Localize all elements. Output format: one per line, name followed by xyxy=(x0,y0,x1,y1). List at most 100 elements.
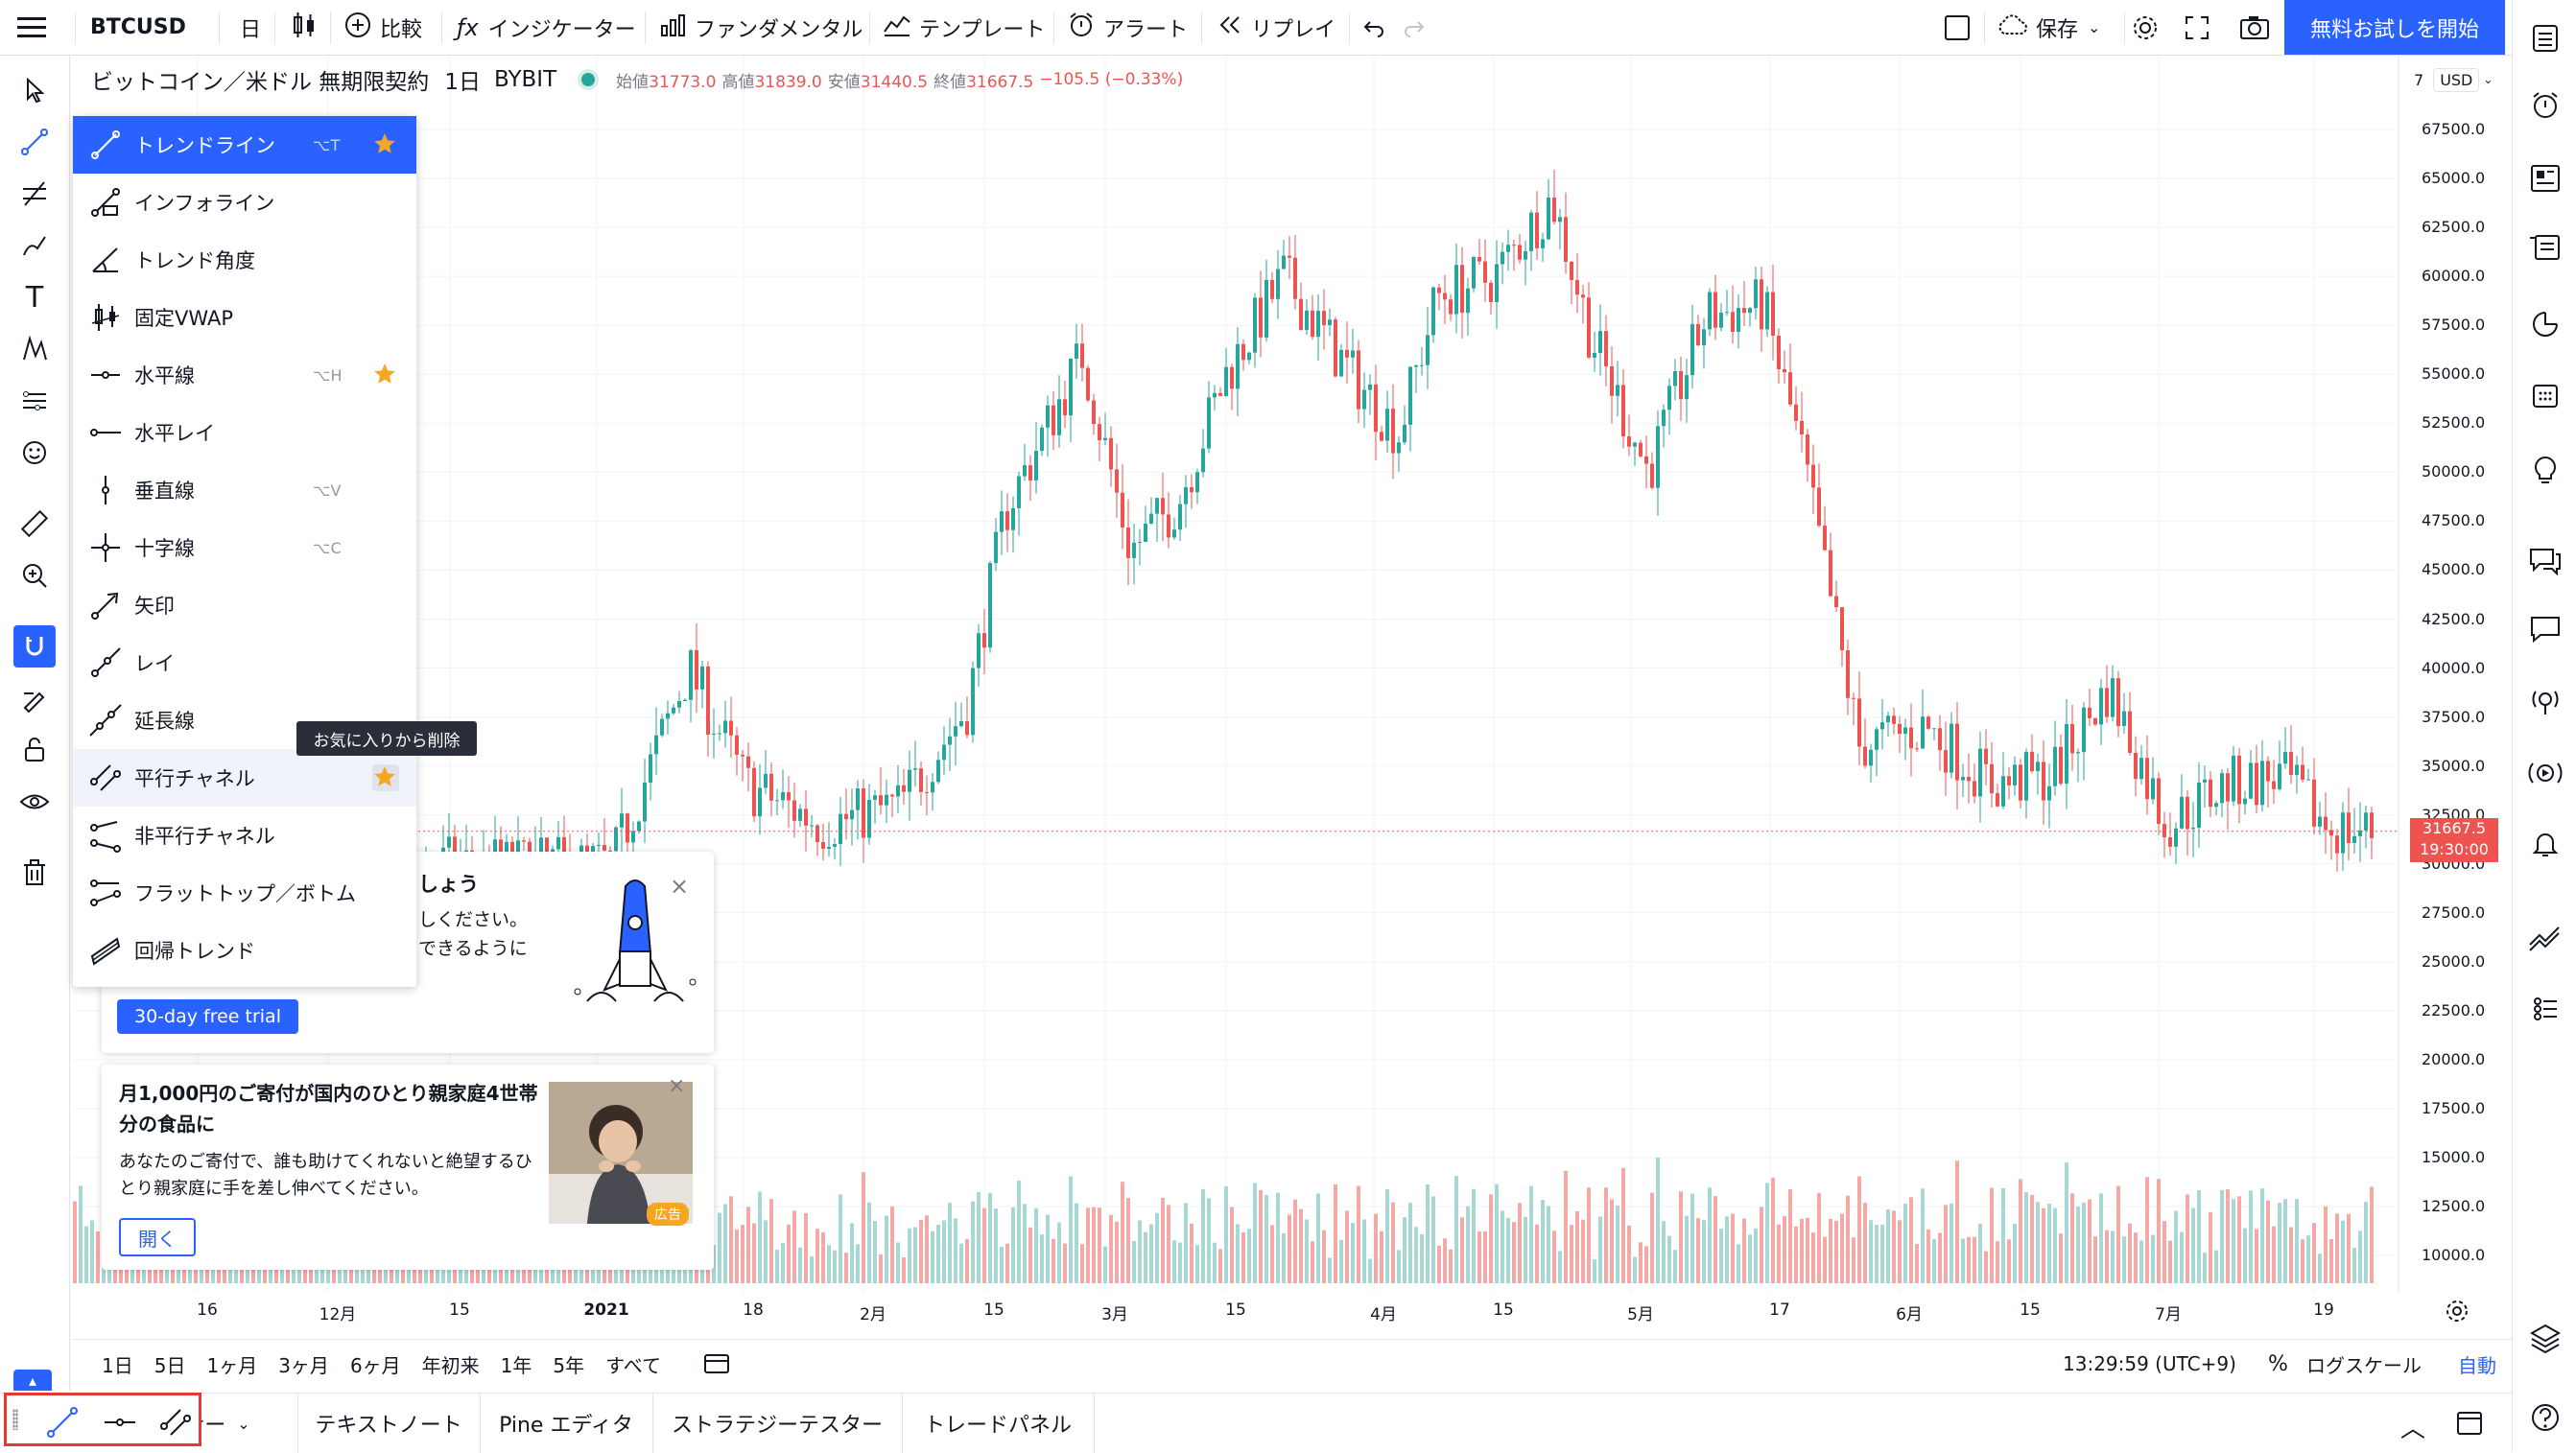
menu-icon[interactable] xyxy=(17,0,46,55)
replay-button[interactable]: リプレイ xyxy=(1217,0,1335,55)
trash-icon[interactable] xyxy=(13,852,56,894)
templates-button[interactable]: テンプレート xyxy=(883,0,1045,55)
lock-icon[interactable] xyxy=(13,729,56,771)
dropdown-item-info-line[interactable]: インフォライン xyxy=(73,174,416,231)
favorite-star-icon[interactable] xyxy=(372,764,399,791)
bottom-tab[interactable]: テキストノート xyxy=(297,1394,481,1453)
price-axis[interactable]: 67500.0 65000.0 62500.0 60000.0 57500.0 55000… xyxy=(2399,56,2512,1293)
drag-handle[interactable] xyxy=(12,1409,18,1430)
indicators-button[interactable]: ƒx インジケーター xyxy=(457,13,636,42)
fav-horizontal-line-icon[interactable] xyxy=(103,1405,137,1443)
dropdown-item-vertical-line[interactable]: 垂直線 ⌥V xyxy=(73,461,416,519)
auto-scale-toggle[interactable]: 自動 xyxy=(2458,1353,2496,1377)
calendar-icon[interactable] xyxy=(2524,374,2566,416)
chats-icon[interactable] xyxy=(2524,539,2566,581)
prediction-tool-icon[interactable] xyxy=(13,380,56,422)
dropdown-item-regression-trend[interactable]: 回帰トレンド xyxy=(73,922,416,979)
layout-icon[interactable] xyxy=(1944,0,1971,55)
camera-icon[interactable] xyxy=(2239,0,2270,55)
cursor-icon[interactable] xyxy=(13,69,56,111)
emoji-icon[interactable] xyxy=(13,432,56,474)
dropdown-item-ray[interactable]: レイ xyxy=(73,634,416,691)
dropdown-item-parallel-channel[interactable]: 平行チャネル xyxy=(73,749,416,807)
symbol-search-button[interactable]: BTCUSD xyxy=(90,15,186,39)
alerts-clock-icon[interactable] xyxy=(2524,84,2566,127)
goto-date-icon[interactable] xyxy=(702,1351,731,1380)
range-button[interactable]: 3ヶ月 xyxy=(278,1353,329,1377)
fundamentals-button[interactable]: ファンダメンタル xyxy=(660,0,863,55)
collapse-toolbar-icon[interactable]: ▴ xyxy=(13,1370,52,1391)
start-free-trial-button[interactable]: 無料お試しを開始 xyxy=(2284,0,2505,55)
range-button[interactable]: 年初来 xyxy=(421,1353,480,1377)
live-play-icon[interactable] xyxy=(2524,752,2566,794)
favorite-star-icon[interactable] xyxy=(372,362,399,388)
fib-tool-icon[interactable] xyxy=(13,173,56,215)
help-icon[interactable] xyxy=(2524,1396,2566,1439)
free-trial-button[interactable]: 30-day free trial xyxy=(117,999,298,1034)
dropdown-item-horizontal-ray[interactable]: 水平レイ xyxy=(73,404,416,461)
dropdown-item-arrow[interactable]: 矢印 xyxy=(73,576,416,634)
news-icon[interactable] xyxy=(2524,157,2566,199)
redo-icon[interactable] xyxy=(1403,0,1426,55)
streams-icon[interactable] xyxy=(2524,679,2566,721)
dropdown-item-disjoint-channel[interactable]: 非平行チャネル xyxy=(73,807,416,864)
dropdown-item-cross-line[interactable]: 十字線 ⌥C xyxy=(73,519,416,576)
text-tool-icon[interactable]: T xyxy=(25,280,44,315)
ad-close-icon[interactable]: × xyxy=(668,1074,686,1098)
currency-selector[interactable]: 7 USD ⌄ xyxy=(2414,65,2493,94)
save-button[interactable]: 保存 ⌄ xyxy=(1996,0,2100,55)
watchlist-icon[interactable] xyxy=(2524,17,2566,59)
log-scale-toggle[interactable]: ログスケール xyxy=(2306,1353,2422,1377)
maximize-panel-icon[interactable] xyxy=(2456,1411,2483,1440)
settings-gear-icon[interactable] xyxy=(2130,0,2161,55)
ad-open-button[interactable]: 開く xyxy=(119,1218,196,1256)
ad-image[interactable] xyxy=(549,1082,693,1224)
range-button[interactable]: 1年 xyxy=(500,1353,532,1377)
time-axis[interactable]: 16 12月 15 2021 18 2月 15 3月 15 4月 15 5月 17 6月 15 7月 19 xyxy=(73,1293,2439,1331)
fullscreen-icon[interactable] xyxy=(2184,0,2210,55)
hotlist-icon[interactable] xyxy=(2524,303,2566,345)
bottom-tab[interactable]: トレードパネル xyxy=(902,1394,1095,1453)
eye-icon[interactable] xyxy=(13,781,56,823)
magnet-icon[interactable] xyxy=(13,625,56,668)
zoom-in-icon[interactable] xyxy=(13,554,56,597)
compare-button[interactable]: 比較 xyxy=(343,0,422,55)
dropdown-item-anchored-vwap[interactable]: 固定VWAP xyxy=(73,289,416,346)
dropdown-item-trend-line[interactable]: トレンドライン ⌥T xyxy=(73,116,416,174)
stay-drawing-icon[interactable] xyxy=(13,677,56,719)
timezone-clock[interactable]: 13:29:59 (UTC+9) xyxy=(2063,1352,2236,1375)
notifications-bell-icon[interactable] xyxy=(2524,823,2566,865)
favorite-star-icon[interactable] xyxy=(372,131,399,158)
dropdown-item-flat-top-bottom[interactable]: フラットトップ／ボトム xyxy=(73,864,416,922)
bottom-tab[interactable]: Pine エディタ xyxy=(480,1394,653,1453)
dropdown-item-trend-angle[interactable]: トレンド角度 xyxy=(73,231,416,289)
pattern-tool-icon[interactable] xyxy=(13,328,56,370)
range-button[interactable]: 6ヶ月 xyxy=(349,1353,401,1377)
alert-button[interactable]: アラート xyxy=(1067,0,1188,55)
close-icon[interactable]: × xyxy=(670,873,690,900)
range-button[interactable]: 1日 xyxy=(102,1353,133,1377)
order-panel-icon[interactable] xyxy=(2524,988,2566,1030)
trend-line-tool-icon[interactable] xyxy=(13,121,56,163)
interval-button[interactable]: 日 xyxy=(240,17,262,42)
data-window-icon[interactable] xyxy=(2524,226,2566,269)
ruler-icon[interactable] xyxy=(13,503,56,545)
fav-trend-line-icon[interactable] xyxy=(45,1405,80,1443)
dropdown-item-extended-line[interactable]: 延長線 xyxy=(73,691,416,749)
chart-type-button[interactable] xyxy=(292,0,317,55)
range-button[interactable]: 5年 xyxy=(553,1353,585,1377)
axis-settings-gear-icon[interactable] xyxy=(2443,1297,2471,1329)
chevron-up-icon[interactable]: ︿ xyxy=(2400,1415,2426,1443)
range-button[interactable]: 5日 xyxy=(154,1353,186,1377)
trading-chart-icon[interactable] xyxy=(2524,917,2566,959)
chat-bubble-icon[interactable] xyxy=(2524,608,2566,650)
ideas-lightbulb-icon[interactable] xyxy=(2524,449,2566,491)
undo-icon[interactable] xyxy=(1362,0,1385,55)
percent-scale-toggle[interactable]: % xyxy=(2268,1351,2288,1376)
fav-parallel-channel-icon[interactable] xyxy=(158,1405,193,1443)
dropdown-item-horizontal-line[interactable]: 水平線 ⌥H xyxy=(73,346,416,404)
brush-tool-icon[interactable] xyxy=(13,224,56,267)
range-button[interactable]: すべて xyxy=(605,1353,661,1377)
bottom-tab[interactable]: ストラテジーテスター xyxy=(652,1394,903,1453)
range-button[interactable]: 1ヶ月 xyxy=(206,1353,258,1377)
